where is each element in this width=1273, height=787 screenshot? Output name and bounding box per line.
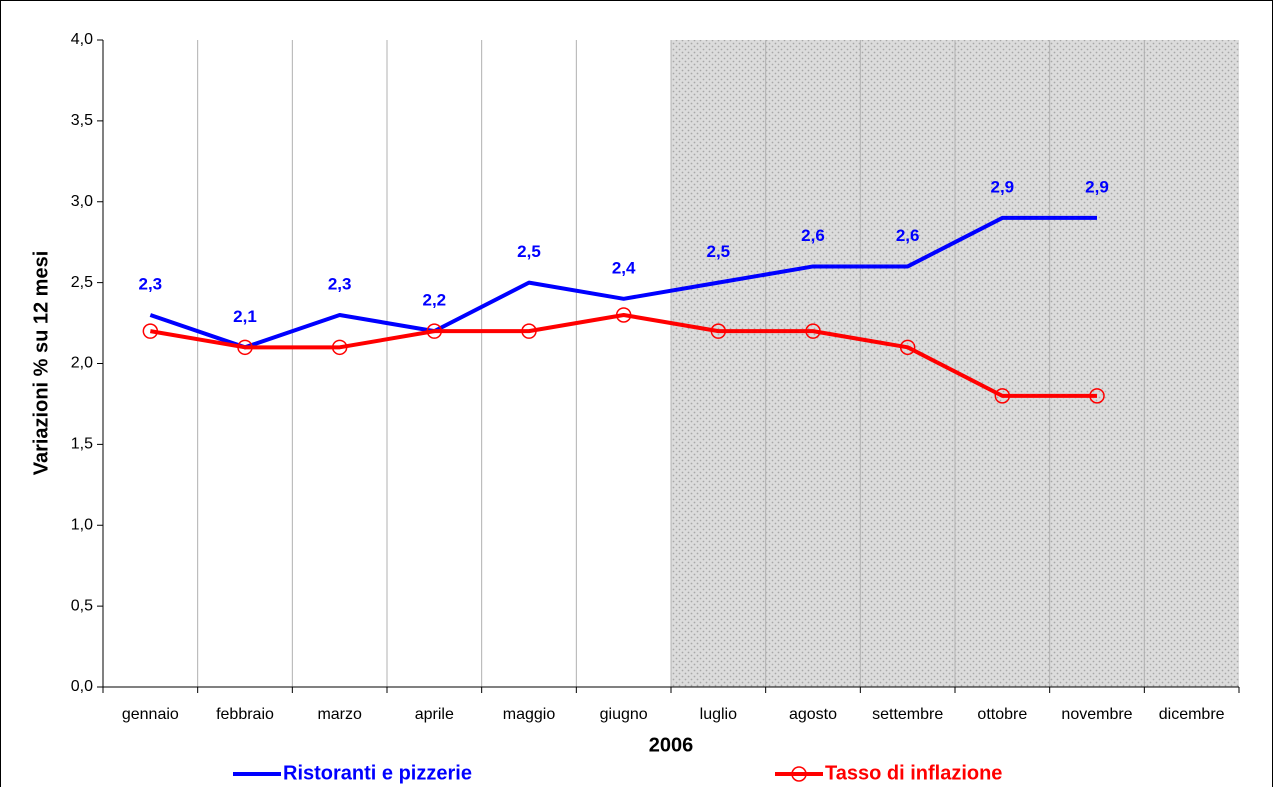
- y-tick-label: 3,0: [71, 193, 93, 210]
- marker: [142, 323, 159, 339]
- series-line: [149, 215, 1097, 350]
- x-tick-label: ottobre: [977, 706, 1027, 723]
- y-tick-label: 1,0: [71, 516, 93, 533]
- data-label: 2,3: [328, 274, 352, 293]
- data-label: 2,9: [1085, 177, 1109, 196]
- x-tick-label: agosto: [789, 706, 837, 723]
- y-tick-label: 0,5: [71, 597, 93, 614]
- y-tick-label: 2,0: [71, 355, 93, 372]
- legend-marker: [791, 766, 807, 782]
- y-tick-label: 1,5: [71, 436, 93, 453]
- y-tick-label: 4,0: [71, 31, 93, 48]
- data-label: 2,4: [612, 258, 636, 277]
- marker: [426, 323, 443, 339]
- y-tick-label: 2,5: [71, 274, 93, 291]
- x-axis-title: 2006: [649, 734, 694, 756]
- legend-label: Ristoranti e pizzerie: [283, 762, 472, 784]
- data-label: 2,5: [707, 242, 731, 261]
- data-label: 2,1: [233, 307, 257, 326]
- x-tick-label: febbraio: [216, 706, 274, 723]
- marker: [899, 339, 916, 356]
- x-tick-label: novembre: [1061, 706, 1132, 723]
- y-tick-label: 3,5: [71, 112, 93, 129]
- x-tick-label: settembre: [872, 706, 943, 723]
- legend-label: Tasso di inflazione: [825, 762, 1002, 784]
- x-tick-label: dicembre: [1159, 706, 1225, 723]
- data-label: 2,5: [517, 242, 541, 261]
- marker: [805, 323, 821, 339]
- marker: [994, 388, 1011, 404]
- x-tick-label: maggio: [503, 706, 556, 723]
- data-label: 2,9: [991, 177, 1015, 196]
- y-tick-label: 0,0: [71, 678, 93, 695]
- data-label: 2,6: [896, 226, 920, 245]
- series-line: [149, 312, 1097, 398]
- x-tick-label: aprile: [415, 706, 454, 723]
- marker: [615, 307, 632, 323]
- data-label: 2,3: [139, 274, 163, 293]
- x-tick-label: luglio: [700, 706, 737, 723]
- y-axis-title: Variazioni % su 12 mesi: [30, 251, 52, 476]
- marker: [331, 339, 348, 356]
- marker: [1089, 388, 1105, 404]
- x-tick-label: gennaio: [122, 706, 179, 723]
- data-label: 2,6: [801, 226, 825, 245]
- data-label: 2,2: [423, 291, 447, 310]
- marker: [710, 323, 727, 339]
- x-tick-label: giugno: [600, 706, 648, 723]
- marker: [237, 339, 253, 356]
- marker: [521, 323, 537, 339]
- x-tick-label: marzo: [317, 706, 362, 723]
